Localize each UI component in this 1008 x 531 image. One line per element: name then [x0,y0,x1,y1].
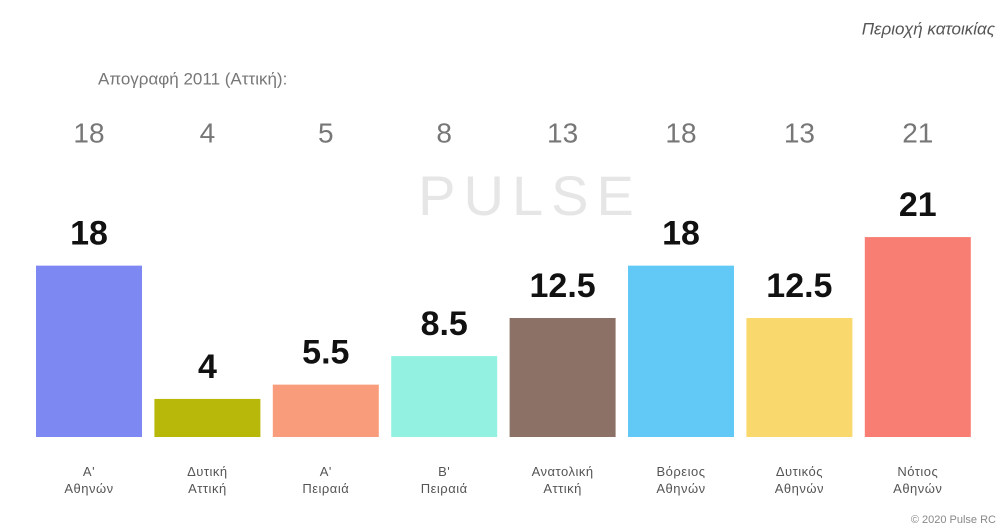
x-tick-label: Α' Αθηνών [64,464,114,496]
bar [154,398,261,437]
chart-title: Περιοχή κατοικίας [862,19,996,38]
x-tick-label: Νότιος Αθηνών [893,464,943,496]
value-label: 12.5 [530,267,596,305]
value-label: 4 [198,348,217,386]
bar [272,384,379,437]
x-tick-label: Δυτικός Αθηνών [774,464,825,496]
value-label: 5.5 [302,334,349,372]
value-label: 18 [662,215,700,253]
value-label: 21 [899,186,937,224]
value-label: 18 [70,215,108,253]
census-value: 13 [784,117,815,148]
bar [509,318,616,437]
x-tick-label: Βόρειος Αθηνών [656,464,706,496]
bar [36,265,142,437]
x-tick-label: Δυτική Αττική [187,464,228,496]
bar [391,356,498,437]
x-tick-label: Ανατολική Αττική [531,464,594,496]
census-value: 13 [547,117,578,148]
census-value: 18 [665,117,696,148]
x-tick-label: Β' Πειραιά [420,464,468,496]
census-value: 21 [902,117,933,148]
value-label: 12.5 [766,267,832,305]
census-value: 8 [436,117,452,148]
census-value: 18 [73,117,104,148]
watermark: PULSE [418,164,642,227]
census-label: Απογραφή 2011 (Αττική): [98,69,287,88]
footer: © 2020 Pulse RC [911,514,996,526]
census-value: 4 [200,117,216,148]
bar [746,318,853,437]
census-value: 5 [318,117,334,148]
x-tick-label: Α' Πειραιά [302,464,350,496]
bar [864,237,971,437]
value-label: 8.5 [421,305,468,343]
bar [628,265,734,437]
